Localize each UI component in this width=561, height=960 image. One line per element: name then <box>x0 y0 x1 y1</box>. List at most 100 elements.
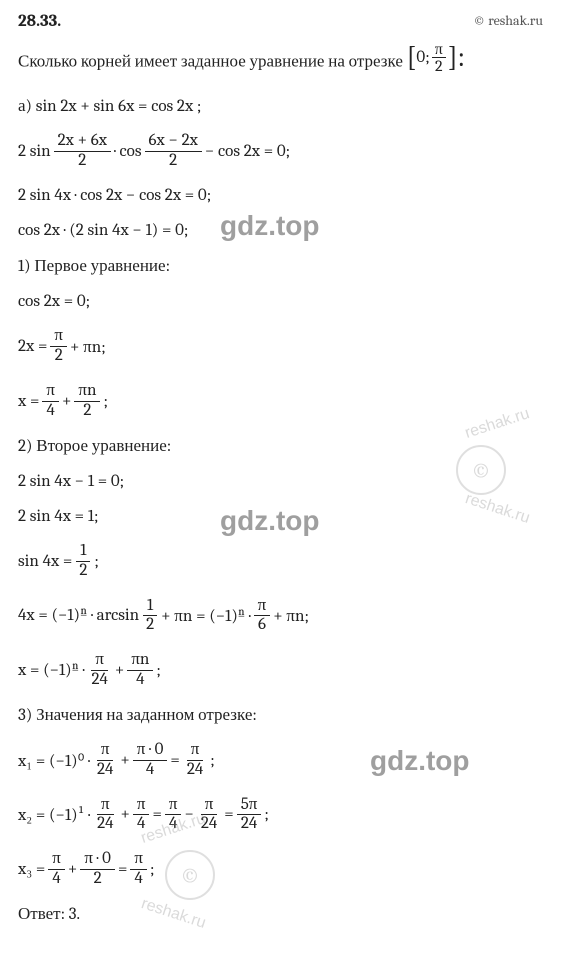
x1-f1n: π <box>97 741 114 761</box>
line-6: 2x = π 2 + πn; <box>18 327 543 365</box>
l11-p3: + πn; <box>273 606 309 626</box>
x1-semi: ; <box>210 751 215 770</box>
x2-f1d: 24 <box>93 815 117 834</box>
l2-f2-num: 6x − 2x <box>145 132 202 152</box>
l7-f2-den: 2 <box>79 402 95 421</box>
l12-f1-num: π <box>91 651 108 671</box>
x3-line: x₃ = π4 + π · 02 = π4 ; <box>18 850 543 888</box>
x3-f2d: 2 <box>90 870 106 889</box>
l2-f2-den: 2 <box>165 152 181 171</box>
part-a: а) sin 2x + sin 6x = cos 2x ; <box>18 96 543 116</box>
line-12: x = (−1)ⁿ · π 24 + πn 4 ; <box>18 651 543 689</box>
x2-p5: = <box>224 805 233 824</box>
x2-f4d: 24 <box>197 815 221 834</box>
l10-semi: ; <box>94 552 99 571</box>
interval-a: 0; <box>416 46 429 70</box>
l7-semi: ; <box>103 392 108 411</box>
interval-den: 2 <box>432 58 446 74</box>
l12-f1-den: 24 <box>88 671 112 690</box>
x1-f2d: 4 <box>142 761 158 780</box>
section-1: 1) Первое уравнение: <box>18 256 543 276</box>
l2-f1-num: 2x + 6x <box>54 132 111 152</box>
line-11: 4x = (−1)ⁿ · arcsin 1 2 + πn = (−1)ⁿ · π… <box>18 597 543 635</box>
x3-f1n: π <box>48 850 65 870</box>
x1-f1d: 24 <box>93 761 117 780</box>
x2-f3n: π <box>165 796 182 816</box>
line-10: sin 4x = 1 2 ; <box>18 542 543 580</box>
x3-f3d: 4 <box>131 870 147 889</box>
problem-number: 28.33. <box>18 12 543 31</box>
x2-f5n: 5π <box>237 796 262 816</box>
l10-prefix: sin 4x = <box>18 552 72 571</box>
l12-f2-den: 4 <box>132 671 148 690</box>
x2-p3: = <box>152 805 161 824</box>
l2-prefix: 2 sin <box>18 142 51 161</box>
x1-p1: x₁ = (−1)⁰ · <box>18 751 90 771</box>
l12-semi: ; <box>156 661 161 680</box>
l11-f2-num: π <box>254 597 271 617</box>
interval-pi: π <box>432 41 446 58</box>
bracket-open: [ <box>407 46 417 68</box>
x2-f5d: 24 <box>237 815 261 834</box>
l2-suffix: − cos 2x = 0; <box>205 142 290 161</box>
question-prefix: Сколько корней имеет заданное уравнение … <box>18 52 407 71</box>
x2-p4: − <box>184 805 193 824</box>
x2-f2d: 4 <box>133 815 149 834</box>
x1-p2: + <box>120 751 129 770</box>
section-3: 3) Значения на заданном отрезке: <box>18 705 543 725</box>
l7-f1-den: 4 <box>42 402 58 421</box>
l6-num: π <box>50 327 67 347</box>
x2-p2: + <box>120 805 129 824</box>
l7-f1-num: π <box>42 382 59 402</box>
l11-f1-den: 2 <box>142 616 158 635</box>
l11-p2: + πn = (−1)ⁿ · <box>161 606 251 626</box>
x1-line: x₁ = (−1)⁰ · π24 + π · 04 = π24 ; <box>18 741 543 779</box>
line-5: cos 2x = 0; <box>18 292 543 311</box>
x2-f1n: π <box>97 796 114 816</box>
x3-semi: ; <box>150 860 155 879</box>
l7-plus: + <box>62 392 71 411</box>
l6-prefix: 2x = <box>18 337 47 356</box>
section-2: 2) Второе уравнение: <box>18 436 543 456</box>
line-4: cos 2x · (2 sin 4x − 1) = 0; <box>18 221 543 240</box>
l11-f2-den: 6 <box>254 616 270 635</box>
l7-f2-num: πn <box>74 382 100 402</box>
question-text: Сколько корней имеет заданное уравнение … <box>18 41 543 74</box>
x3-f3n: π <box>130 850 147 870</box>
l6-den: 2 <box>51 347 67 366</box>
l6-suffix: + πn; <box>70 337 106 357</box>
l11-f1-num: 1 <box>143 597 157 617</box>
l2-mid: · cos <box>114 142 142 161</box>
l7-prefix: x = <box>18 392 39 411</box>
x1-f3n: π <box>187 741 204 761</box>
l10-num: 1 <box>76 542 90 562</box>
line-7: x = π 4 + πn 2 ; <box>18 382 543 420</box>
x1-f2n: π · 0 <box>133 741 168 761</box>
x3-f1d: 4 <box>48 870 64 889</box>
l12-f2-num: πn <box>127 651 153 671</box>
l2-f1-den: 2 <box>74 152 90 171</box>
copyright: © reshak.ru <box>473 12 543 29</box>
l11-p1: 4x = (−1)ⁿ · arcsin <box>18 606 139 625</box>
x3-f2n: π · 0 <box>80 850 115 870</box>
bracket-close: ]: <box>448 46 465 68</box>
line-3: 2 sin 4x · cos 2x − cos 2x = 0; <box>18 186 543 205</box>
x3-p2: + <box>68 860 77 879</box>
line-8: 2 sin 4x − 1 = 0; <box>18 472 543 491</box>
l10-den: 2 <box>75 562 91 581</box>
x2-f3d: 4 <box>165 815 181 834</box>
x2-f2n: π <box>133 796 150 816</box>
x2-line: x₂ = (−1)¹ · π24 + π4 = π4 − π24 = 5π24 … <box>18 796 543 834</box>
x3-p3: = <box>118 860 127 879</box>
x2-semi: ; <box>264 805 269 824</box>
x3-p1: x₃ = <box>18 859 45 879</box>
l12-p1: x = (−1)ⁿ · <box>18 661 85 680</box>
x1-p3: = <box>170 751 179 770</box>
line-9: 2 sin 4x = 1; <box>18 507 543 526</box>
l12-p2: + <box>115 661 124 680</box>
x1-f3d: 24 <box>183 761 207 780</box>
x2-f4n: π <box>201 796 218 816</box>
x2-p1: x₂ = (−1)¹ · <box>18 805 90 825</box>
line-2: 2 sin 2x + 6x 2 · cos 6x − 2x 2 − cos 2x… <box>18 132 543 170</box>
answer: Ответ: 3. <box>18 904 543 924</box>
